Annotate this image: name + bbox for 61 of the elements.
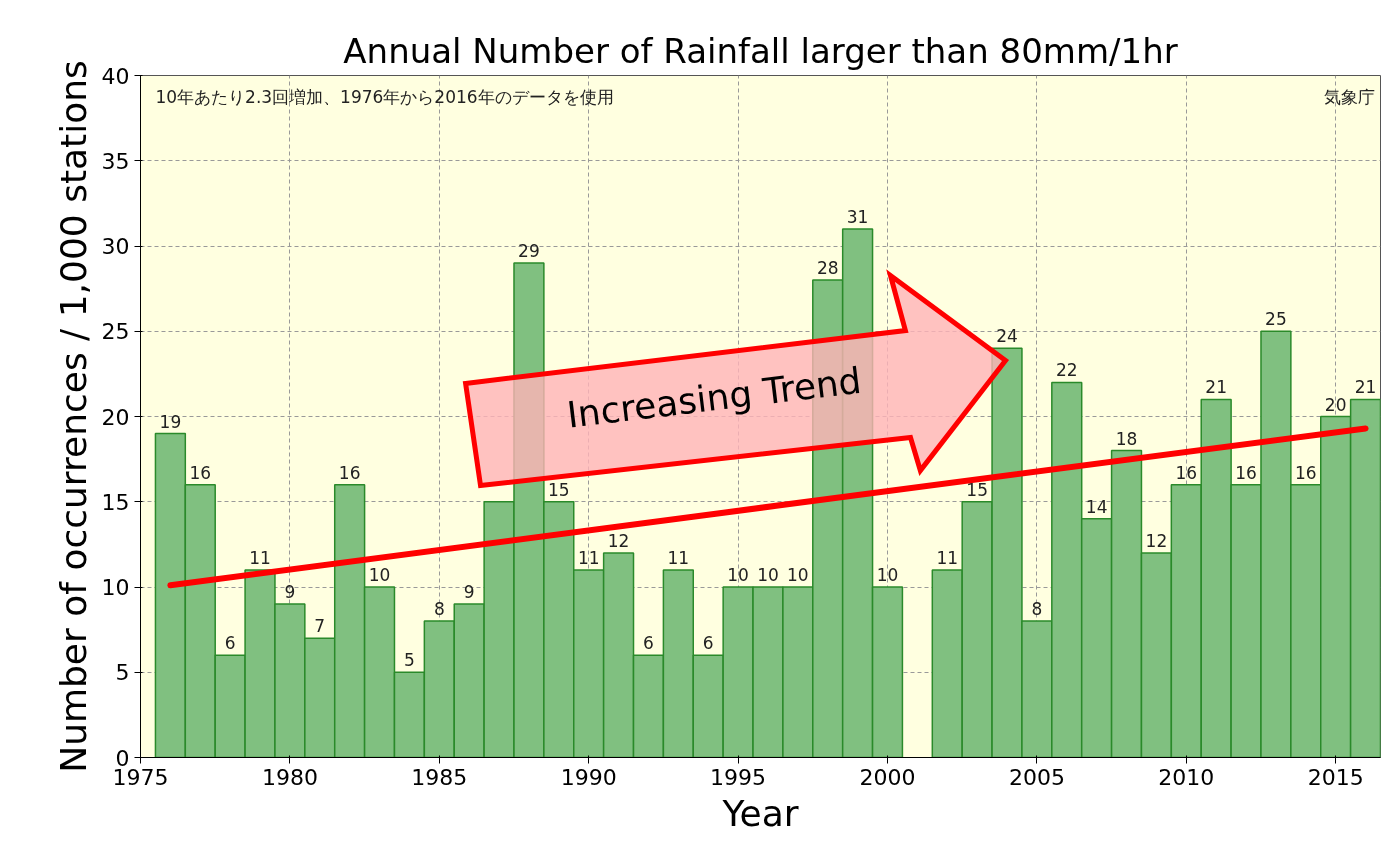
- y-tick-label: 10: [101, 575, 130, 600]
- x-tick-label: 2005: [1008, 764, 1065, 790]
- annotation: 気象庁: [1323, 87, 1375, 108]
- data-label: 15: [548, 479, 570, 500]
- data-label: 11: [249, 547, 271, 568]
- x-tick-label: 1980: [261, 764, 318, 790]
- y-tick-label: 30: [101, 234, 130, 259]
- data-label: 10: [876, 565, 899, 586]
- x-tick-label: 1995: [710, 764, 767, 790]
- data-label: 5: [404, 650, 415, 671]
- data-label: 11: [936, 547, 959, 568]
- data-label: 14: [1085, 496, 1108, 517]
- y-tick-label: 25: [101, 319, 130, 345]
- y-tick-label: 40: [101, 63, 130, 89]
- data-label: 28: [816, 258, 839, 279]
- data-label: 25: [1265, 309, 1287, 330]
- data-label: 12: [607, 530, 630, 551]
- data-label: 16: [1235, 462, 1257, 483]
- data-label: 15: [966, 479, 988, 500]
- x-axis-title: Year: [721, 792, 799, 834]
- data-label: 8: [1031, 599, 1043, 620]
- data-label: 9: [284, 582, 296, 603]
- x-tick-label: 1990: [560, 764, 617, 790]
- data-label: 20: [1324, 394, 1347, 415]
- data-label: 24: [996, 326, 1018, 347]
- data-label: 8: [433, 599, 445, 620]
- data-label: 9: [463, 582, 475, 603]
- data-label: 22: [1055, 360, 1078, 381]
- data-label: 11: [577, 547, 600, 568]
- data-label: 10: [787, 565, 809, 586]
- data-label: 7: [314, 616, 326, 637]
- data-label: 10: [368, 565, 391, 586]
- data-label: 18: [1115, 428, 1138, 449]
- data-label: 16: [338, 462, 361, 483]
- data-label: 16: [189, 462, 212, 483]
- data-label: 21: [1354, 377, 1377, 398]
- data-label: 21: [1205, 377, 1227, 398]
- data-label: 12: [1145, 530, 1168, 551]
- x-tick-label: 2000: [859, 764, 916, 790]
- y-tick-label: 5: [115, 660, 130, 686]
- y-tick-label: 20: [101, 404, 130, 430]
- data-label: 10: [757, 565, 779, 586]
- chart-title: Annual Number of Rainfall larger than 80mm/1hr: [343, 30, 1178, 71]
- data-label: 16: [1175, 462, 1198, 483]
- data-label: 29: [518, 241, 540, 262]
- x-tick-label: 1985: [411, 764, 468, 790]
- data-label: 6: [643, 633, 654, 654]
- y-tick-label: 35: [101, 148, 130, 174]
- data-label: 6: [702, 633, 714, 654]
- x-tick-label: 2015: [1307, 764, 1364, 790]
- y-axis-title: Number of occurrences / 1,000 stations: [52, 60, 94, 773]
- data-label: 16: [1294, 462, 1317, 483]
- x-tick-label: 2010: [1158, 764, 1215, 790]
- data-label: 19: [159, 411, 182, 432]
- annotation: 10年あたり2.3回増加、1976年から2016年のデータを使用: [155, 87, 614, 108]
- data-label: 10: [727, 565, 749, 586]
- data-label: 31: [846, 206, 869, 227]
- data-label: 11: [667, 547, 690, 568]
- y-tick-label: 15: [101, 489, 130, 515]
- annotation: Increasing Trend: [564, 359, 864, 436]
- data-label: 6: [224, 633, 236, 654]
